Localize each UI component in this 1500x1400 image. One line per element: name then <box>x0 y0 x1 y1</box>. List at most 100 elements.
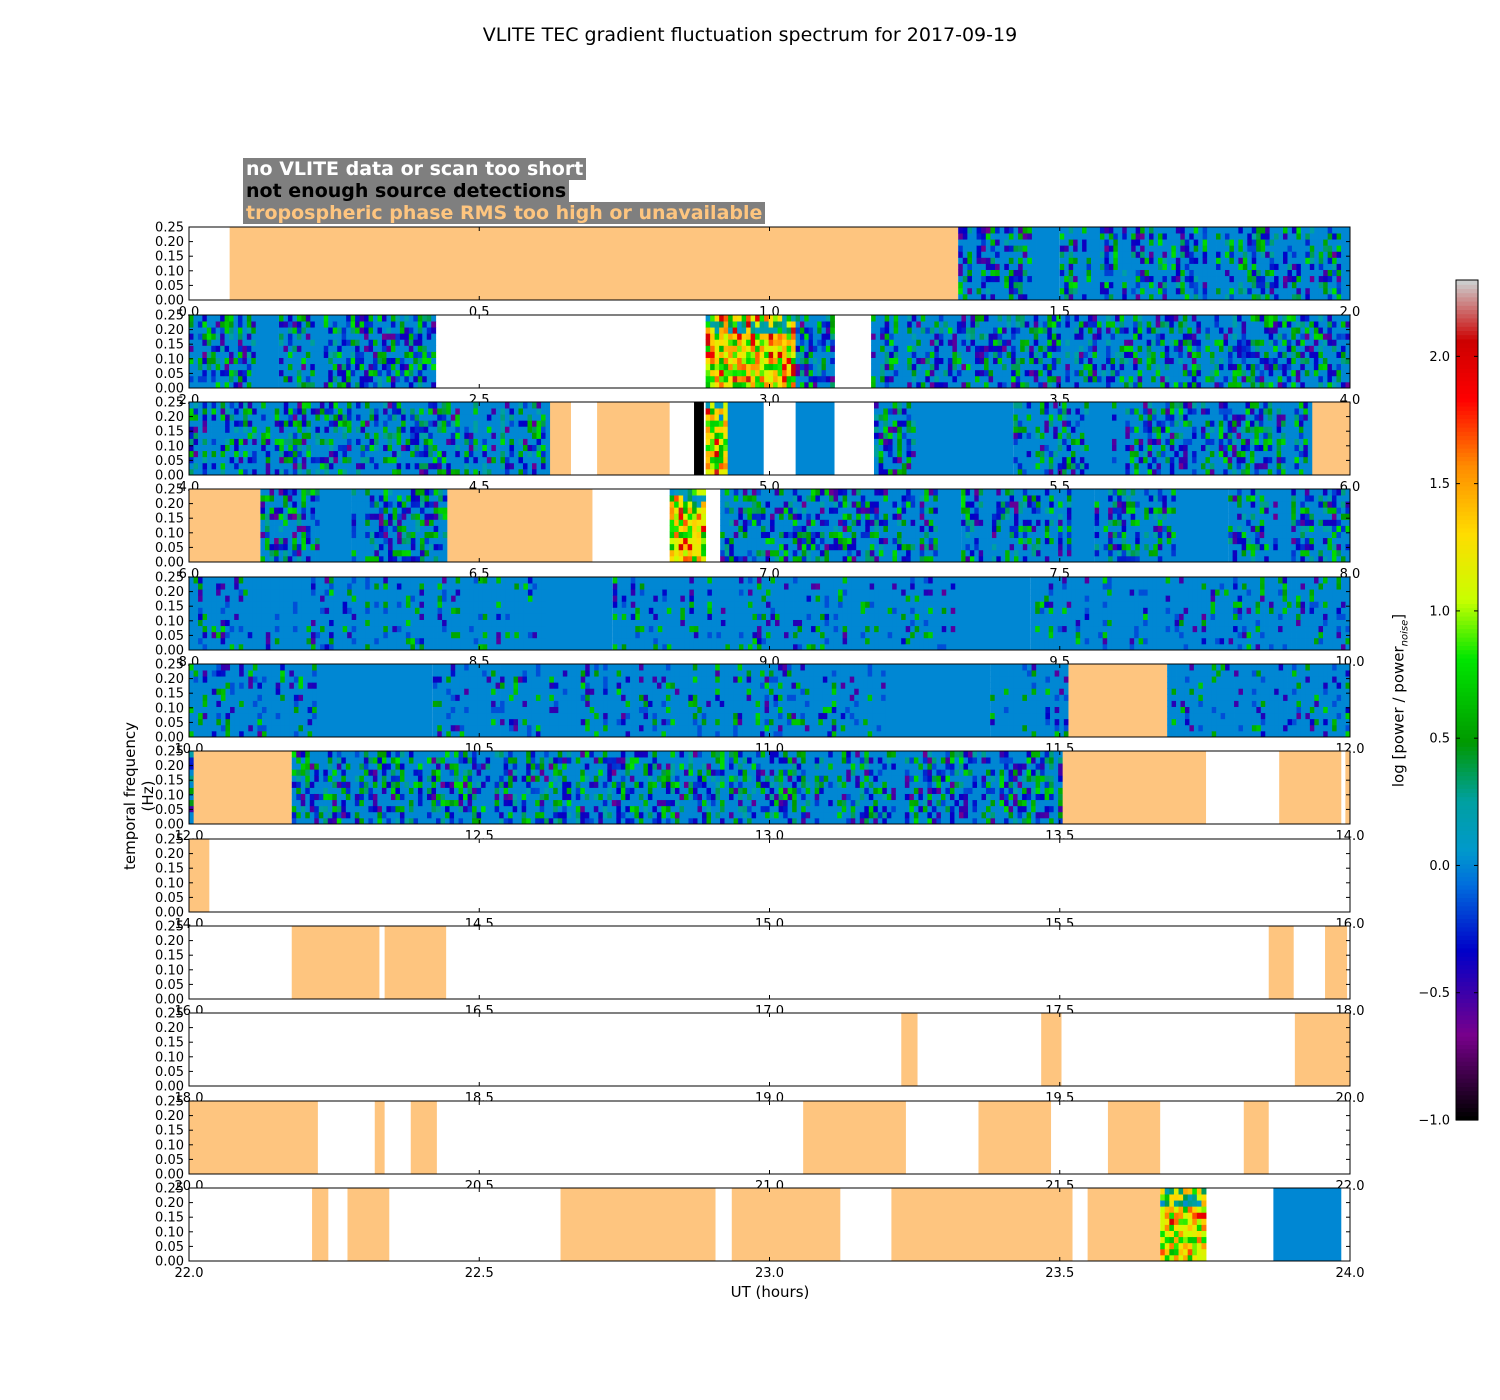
spectrum-cell <box>1191 357 1197 365</box>
spectrum-cell <box>1077 245 1083 252</box>
spectrum-cell <box>1153 233 1159 240</box>
spectrum-cell <box>401 432 407 439</box>
spectrum-cell <box>1233 293 1239 301</box>
spectrum-cell <box>545 420 551 427</box>
spectrum-cell <box>1218 327 1224 334</box>
spectrum-cell <box>943 375 949 383</box>
spectrum-cell <box>332 327 338 334</box>
spectrum-cell <box>719 357 725 365</box>
spectrum-cell <box>377 363 383 371</box>
spectrum-cell <box>1169 402 1175 409</box>
spectrum-cell <box>1309 227 1315 234</box>
spectrum-cell <box>1198 293 1204 301</box>
spectrum-cell <box>1042 381 1048 389</box>
spectrum-cell <box>1336 257 1342 264</box>
spectrum-cell <box>1314 239 1320 246</box>
spectrum-cell <box>988 321 994 328</box>
spectrum-cell <box>1251 227 1257 234</box>
spectrum-cell <box>958 269 964 277</box>
spectrum-cell <box>795 315 801 322</box>
spectrum-cell <box>292 426 298 433</box>
spectrum-cell <box>351 402 357 409</box>
spectrum-cell <box>719 333 725 340</box>
spectrum-cell <box>532 414 537 421</box>
spectrum-cell <box>710 426 715 433</box>
spectrum-cell <box>1071 408 1076 415</box>
spectrum-cell <box>821 375 827 383</box>
spectrum-cell <box>328 468 334 476</box>
spectrum-cell <box>1200 351 1206 358</box>
spectrum-cell <box>934 339 940 346</box>
spectrum-cell <box>999 245 1005 252</box>
spectrum-cell <box>705 420 711 427</box>
spectrum-cell <box>958 233 964 240</box>
spectrum-cell <box>1128 333 1134 340</box>
spectrum-cell <box>422 315 428 322</box>
spectrum-cell <box>495 420 501 427</box>
spectrum-cell <box>782 357 788 365</box>
spectrum-cell <box>364 333 369 340</box>
spectrum-cell <box>328 402 334 409</box>
spectrum-cell <box>1140 293 1145 301</box>
spectrum-cell <box>246 315 252 322</box>
spectrum-cell <box>216 426 221 433</box>
spectrum-cell <box>265 456 271 464</box>
spectrum-cell <box>532 444 537 452</box>
spectrum-cell <box>1151 363 1157 371</box>
spectrum-cell <box>1264 381 1270 389</box>
spectrum-cell <box>288 468 294 476</box>
spectrum-cell <box>714 339 720 346</box>
spectrum-cell <box>812 333 818 340</box>
spectrum-cell <box>1029 375 1035 383</box>
spectrum-cell <box>360 408 366 415</box>
spectrum-cell <box>1111 432 1117 439</box>
spectrum-cell <box>786 327 792 334</box>
spectrum-cell <box>1241 327 1247 334</box>
spectrum-cell <box>1153 263 1159 270</box>
spectrum-cell <box>207 444 212 452</box>
spectrum-cell <box>306 420 312 427</box>
spectrum-cell <box>491 438 497 445</box>
spectrum-cell <box>1074 339 1080 346</box>
spectrum-cell <box>1189 281 1195 289</box>
spectrum-cell <box>1134 444 1140 452</box>
spectrum-cell <box>723 468 729 476</box>
spectrum-cell <box>536 402 542 409</box>
spectrum-cell <box>934 375 940 383</box>
spectrum-cell <box>395 321 401 328</box>
spectrum-cell <box>1318 333 1324 340</box>
spectrum-cell <box>301 351 307 358</box>
y-tick-label: 0.15 <box>155 338 184 353</box>
spectrum-cell <box>1138 468 1144 476</box>
spectrum-cell <box>1006 345 1012 352</box>
spectrum-cell <box>432 468 438 476</box>
spectrum-cell <box>1125 426 1131 433</box>
spectrum-cell <box>1157 263 1163 270</box>
spectrum-cell <box>1057 462 1063 470</box>
spectrum-cell <box>1160 363 1166 371</box>
spectrum-cell <box>911 321 917 328</box>
spectrum-cell <box>1268 375 1274 383</box>
spectrum-cell <box>1218 402 1224 409</box>
spectrum-cell <box>455 432 461 439</box>
spectrum-cell <box>1155 351 1161 358</box>
spectrum-cell <box>323 381 329 389</box>
spectrum-cell <box>1068 257 1074 264</box>
spectrum-cell <box>283 468 289 476</box>
spectrum-cell <box>541 426 546 433</box>
spectrum-cell <box>189 402 194 409</box>
spectrum-cell <box>296 375 302 383</box>
spectrum-cell <box>719 381 725 389</box>
spectrum-cell <box>1013 450 1019 458</box>
spectrum-cell <box>319 468 325 476</box>
spectrum-cell <box>907 363 913 371</box>
spectrum-cell <box>310 327 316 334</box>
spectrum-cell <box>206 339 212 346</box>
spectrum-cell <box>1059 275 1065 283</box>
spectrum-cell <box>261 432 267 439</box>
spectrum-cell <box>1259 363 1265 371</box>
spectrum-cell <box>328 381 334 389</box>
spectrum-cell <box>1060 375 1066 383</box>
spectrum-cell <box>355 369 360 377</box>
spectrum-cell <box>821 315 827 322</box>
